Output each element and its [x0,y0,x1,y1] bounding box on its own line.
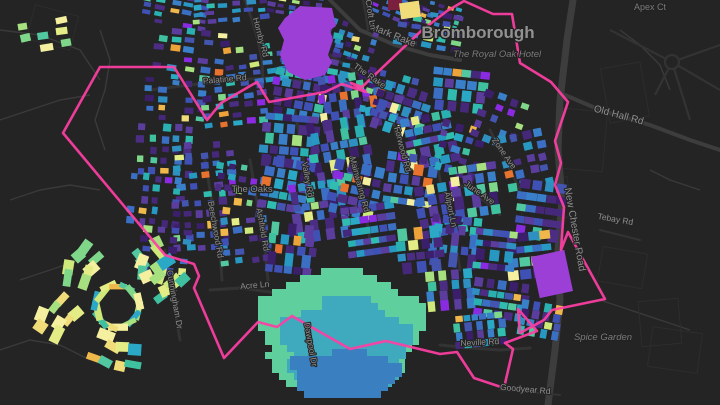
svg-text:Neville Rd: Neville Rd [460,336,499,348]
svg-text:Apex Ct: Apex Ct [634,2,667,12]
svg-text:The Oaks: The Oaks [231,184,272,195]
svg-text:Bromborough: Bromborough [421,23,534,42]
svg-text:The Royal Oak Hotel: The Royal Oak Hotel [453,49,542,60]
svg-text:Spice Garden: Spice Garden [574,332,632,343]
